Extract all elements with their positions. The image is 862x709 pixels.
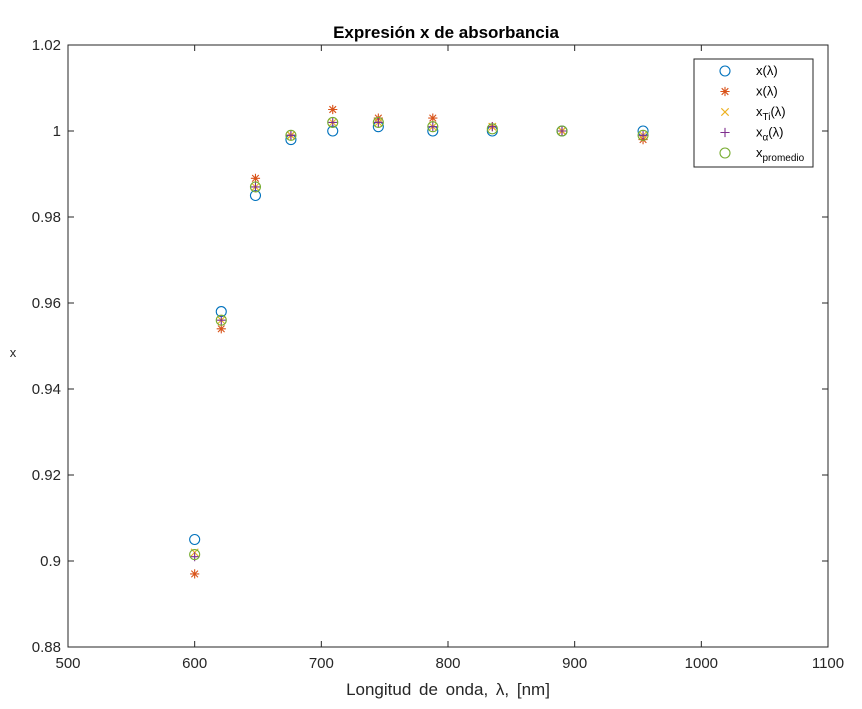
legend-marker: [720, 86, 730, 97]
data-point: [190, 569, 200, 579]
data-point: [189, 548, 201, 561]
legend-marker: [720, 107, 730, 117]
data-point: [637, 129, 649, 141]
legend-marker: [720, 127, 730, 138]
data-point: [327, 116, 339, 128]
x-tick-label: 800: [435, 655, 460, 672]
data-point: [428, 113, 438, 123]
y-tick-label: 0.96: [32, 295, 61, 312]
data-point: [328, 104, 338, 115]
data-point: [638, 130, 648, 140]
series-5: [189, 116, 649, 561]
data-point: [556, 125, 568, 137]
y-tick-label: 0.92: [32, 467, 61, 484]
y-tick-label: 1: [53, 123, 61, 140]
data-marks: [189, 104, 649, 579]
legend-label-base: x: [756, 145, 763, 160]
legend-marker: [719, 65, 731, 77]
data-point: [373, 117, 383, 127]
legend-label-suffix: (λ): [770, 104, 785, 119]
legend: x(λ)x(λ)xTi(λ)xα(λ)xpromedio: [693, 58, 814, 168]
legend-label-base: x: [756, 104, 763, 119]
x-tick-label: 900: [562, 655, 587, 672]
data-point: [486, 123, 498, 135]
data-point: [250, 182, 261, 192]
x-axis-label: Longitud de onda, λ, [nm]: [346, 680, 550, 699]
data-point: [189, 533, 201, 546]
x-tick-label: 500: [55, 655, 80, 672]
chart-title: Expresión x de absorbancia: [333, 23, 559, 42]
legend-marker: [719, 147, 731, 159]
data-point: [328, 117, 338, 127]
data-point: [215, 314, 227, 326]
legend-label-subscript: α: [763, 133, 769, 144]
legend-box: [693, 58, 814, 168]
legend-label: xTi(λ): [756, 104, 786, 123]
legend-label: x(λ): [756, 84, 778, 99]
legend-label-base: x: [756, 125, 763, 140]
data-point: [427, 121, 439, 133]
y-tick-label: 0.88: [32, 639, 61, 656]
legend-label-subscript: promedio: [763, 153, 805, 164]
data-point: [249, 181, 262, 193]
data-point: [216, 324, 226, 334]
legend-label: xpromedio: [756, 145, 805, 164]
legend-label-suffix: (λ): [768, 125, 783, 140]
data-point: [216, 315, 226, 325]
data-point: [286, 130, 296, 140]
y-tick-label: 0.9: [40, 553, 61, 570]
data-point: [372, 116, 384, 128]
data-point: [557, 126, 567, 136]
y-axis-label: x: [10, 345, 17, 360]
legend-label: x(λ): [756, 63, 778, 78]
series-4: [190, 117, 648, 562]
data-point: [285, 129, 297, 141]
legend-label-subscript: Ti: [763, 112, 771, 123]
x-tick-label: 1000: [685, 655, 718, 672]
axis-ticks: 500 600 700 800 900 1000 1100 0.88 0.9 0.92 0.94 0.…: [32, 37, 844, 672]
x-tick-label: 600: [182, 655, 207, 672]
legend-label-base: x(λ): [756, 84, 778, 99]
y-tick-label: 1.02: [32, 37, 61, 54]
x-tick-label: 700: [309, 655, 334, 672]
legend-label: xα(λ): [756, 125, 783, 144]
x-tick-label: 1100: [812, 655, 844, 672]
data-point: [428, 122, 438, 132]
data-point: [250, 173, 261, 183]
y-tick-label: 0.94: [32, 381, 61, 398]
legend-label-base: x(λ): [756, 63, 778, 78]
y-tick-label: 0.98: [32, 209, 61, 226]
